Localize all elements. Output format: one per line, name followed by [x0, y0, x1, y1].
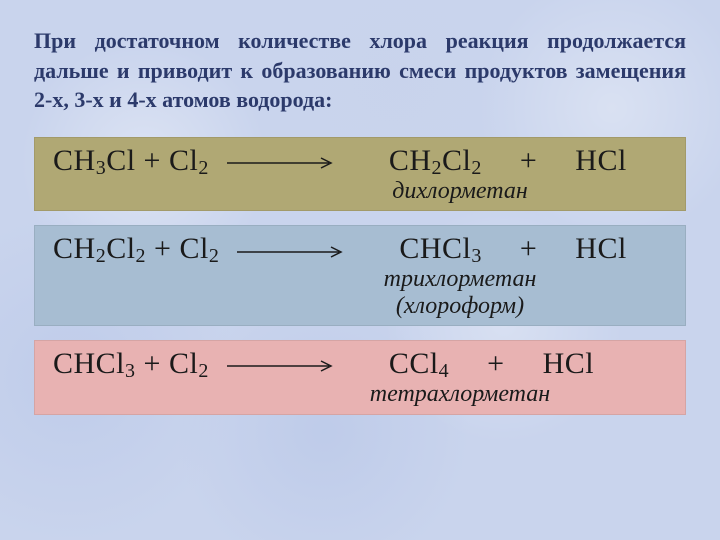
sub: 2: [198, 157, 209, 179]
product-3a: CCl: [389, 347, 439, 380]
product-2a: CHCl: [399, 232, 471, 265]
reactant-1a: CH: [53, 144, 96, 177]
sub: 2: [432, 157, 443, 179]
equation-3: CHCl3 + Cl2 CCl4 + HCl: [53, 347, 667, 383]
product-1a: CH: [389, 144, 432, 177]
sub: 2: [96, 245, 107, 267]
arrow-icon: [237, 245, 347, 259]
sub: 3: [471, 245, 482, 267]
mid: Cl: [442, 144, 471, 177]
equation-block-1: CH3Cl + Cl2 CH2Cl2 + HCl дихлорметан: [34, 137, 686, 211]
reactant-2b: Cl: [179, 232, 208, 265]
sub: 3: [125, 360, 136, 382]
sub: 4: [439, 360, 450, 382]
sub: 2: [136, 245, 147, 267]
arrow-icon: [227, 359, 337, 373]
reactant-3a: CHCl: [53, 347, 125, 380]
product-label-1: дихлорметан: [53, 178, 667, 204]
intro-paragraph: При достаточном количестве хлора реакция…: [34, 26, 686, 115]
reactant-3b: Cl: [169, 347, 198, 380]
product-2b: HCl: [575, 232, 627, 265]
equation-1: CH3Cl + Cl2 CH2Cl2 + HCl: [53, 144, 667, 180]
mid: Cl: [106, 232, 135, 265]
equation-2: CH2Cl2 + Cl2 CHCl3 + HCl: [53, 232, 667, 268]
product-label-2: трихлорметан (хлороформ): [53, 266, 667, 319]
reactant-2a: CH: [53, 232, 96, 265]
product-1b: HCl: [575, 144, 627, 177]
product-3b: HCl: [543, 347, 595, 380]
equation-block-3: CHCl3 + Cl2 CCl4 + HCl тетрахлорметан: [34, 340, 686, 414]
tail: Cl: [106, 144, 135, 177]
reactant-1b: Cl: [169, 144, 198, 177]
sub: 2: [471, 157, 482, 179]
equation-block-2: CH2Cl2 + Cl2 CHCl3 + HCl трихлорметан (х…: [34, 225, 686, 326]
sub: 3: [96, 157, 107, 179]
arrow-icon: [227, 156, 337, 170]
sub: 2: [198, 360, 209, 382]
product-label-3: тетрахлорметан: [53, 381, 667, 407]
sub: 2: [209, 245, 220, 267]
